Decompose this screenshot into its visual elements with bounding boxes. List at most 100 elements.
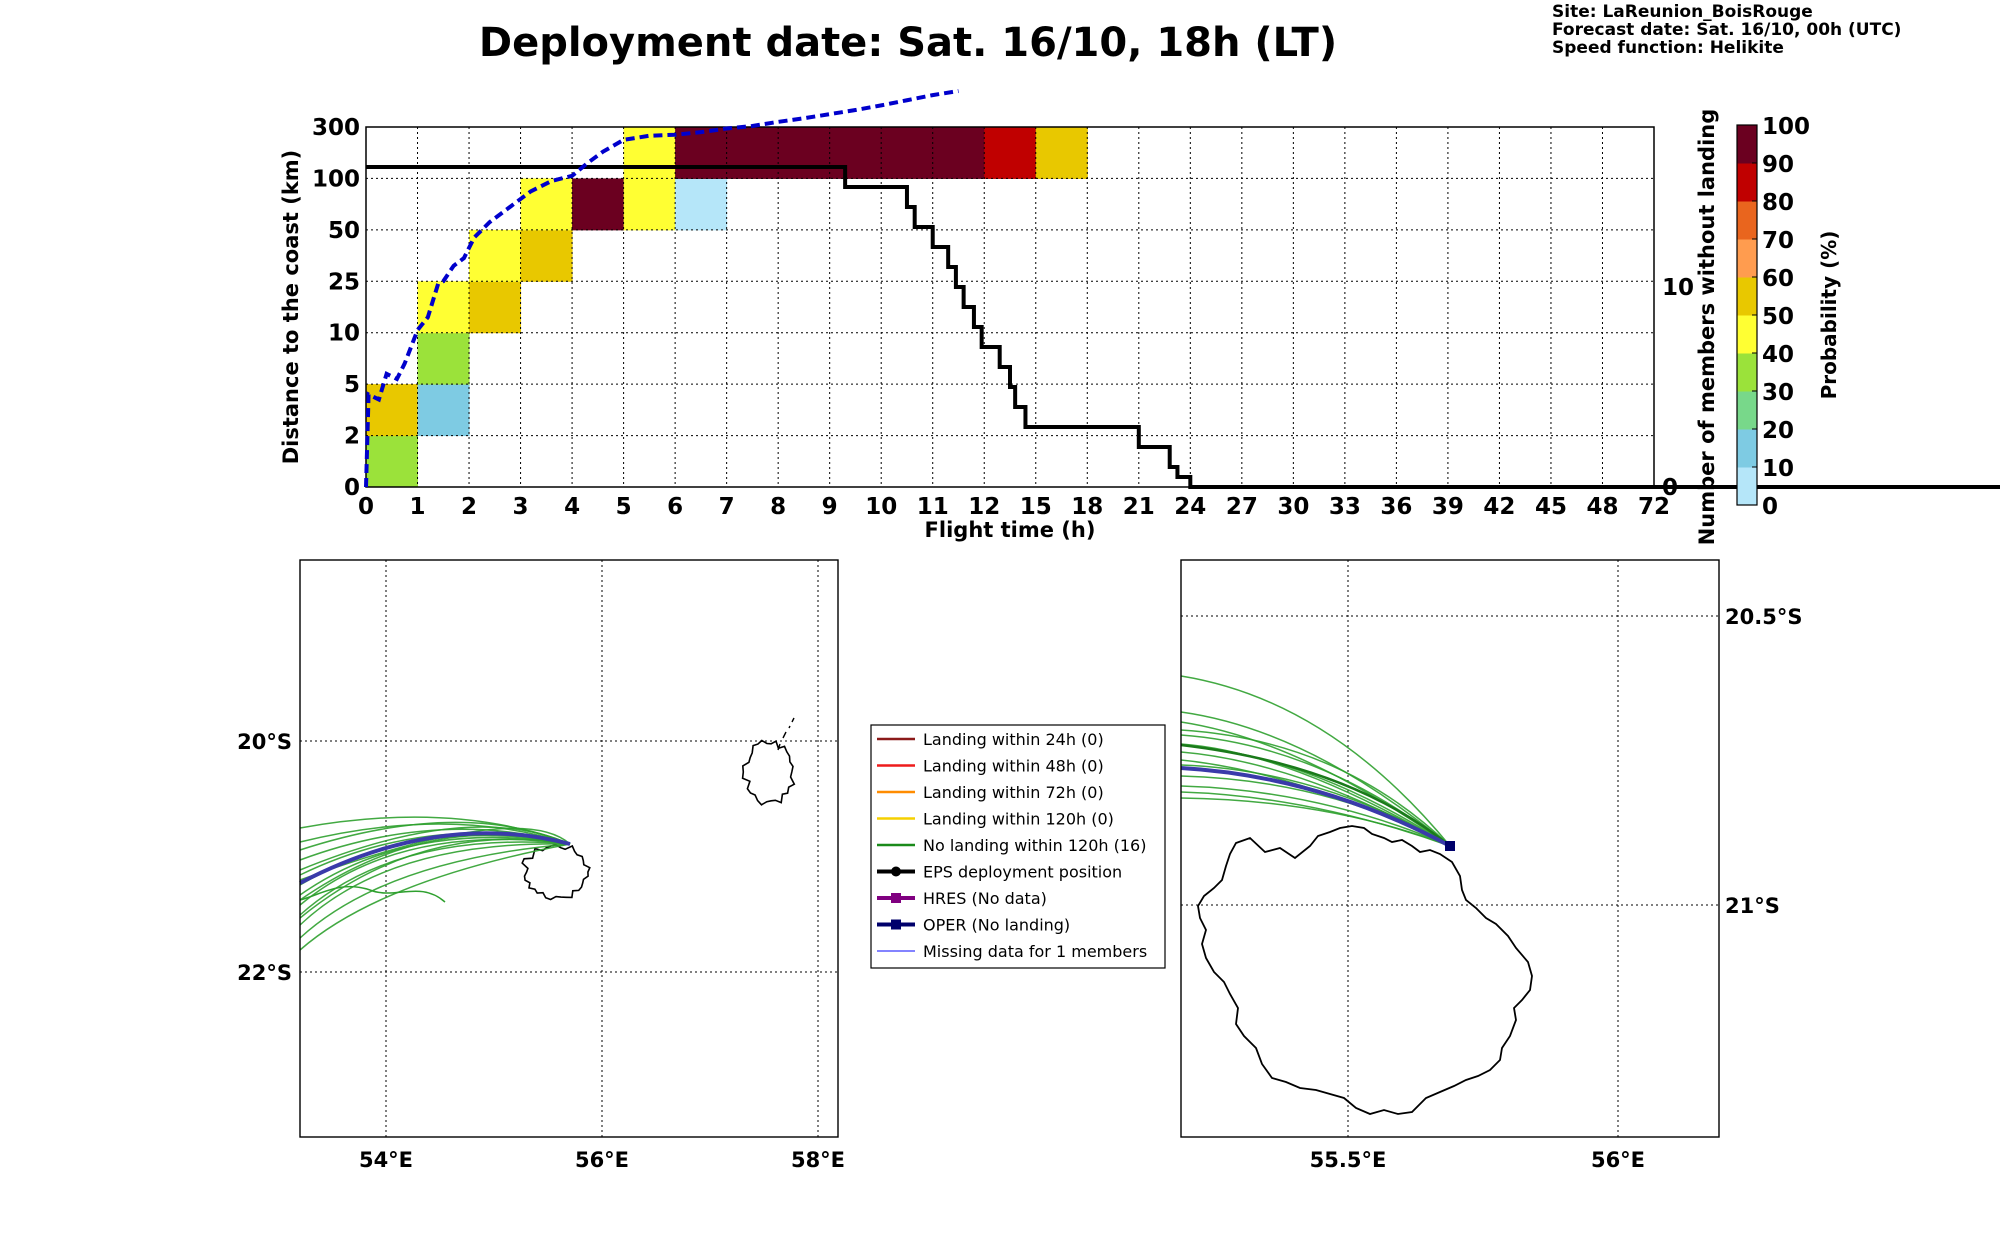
x-tick-label: 18: [1071, 494, 1103, 520]
member-trajectory: [1180, 743, 1451, 847]
legend-label: Landing within 120h (0): [923, 810, 1114, 829]
member-trajectory: [299, 827, 571, 881]
lat-tick-label: 20°S: [237, 730, 292, 754]
x-tick-label: 6: [667, 494, 683, 520]
x-tick-label: 4: [564, 494, 580, 520]
heatmap-cell: [1035, 127, 1088, 179]
colorbar-segment: [1737, 391, 1757, 430]
legend-box: [870, 724, 1166, 969]
map-frame: [1180, 559, 1720, 1138]
x-tick-label: 12: [968, 494, 1000, 520]
legend-marker: [891, 866, 901, 877]
heatmap-cell: [366, 384, 419, 437]
heatmap-cell: [829, 127, 882, 179]
x-tick-label: 24: [1174, 494, 1206, 520]
legend-marker: [891, 919, 901, 930]
x-tick-label: 36: [1380, 494, 1412, 520]
y2-tick-label: 10: [1662, 275, 1694, 301]
colorbar-tick-label: 40: [1762, 342, 1794, 368]
heatmap-cell: [469, 281, 522, 334]
x-tick-label: 27: [1226, 494, 1258, 520]
member-trajectory: [1180, 797, 1451, 847]
heatmap-cell: [984, 127, 1037, 179]
lon-tick-label: 56°E: [1591, 1148, 1645, 1172]
y-tick-label: 10: [328, 321, 360, 347]
y-tick-label: 5: [344, 372, 360, 398]
x-tick-label: 10: [865, 494, 897, 520]
map-panel-right: 55.5°E 56°E 20.5°S 21°S: [1180, 559, 1802, 1172]
lon-tick-label: 58°E: [791, 1148, 845, 1172]
x-tick-label: 11: [917, 494, 949, 520]
member-trajectory: [299, 823, 571, 845]
island-outline: [777, 717, 795, 751]
y2-tick-label: 0: [1662, 475, 1678, 501]
colorbar-tick-label: 30: [1762, 380, 1794, 406]
map-frame: [299, 559, 839, 1138]
colorbar-tick-label: 90: [1762, 152, 1794, 178]
heatmap-cell: [417, 384, 470, 437]
oper-position-marker: [1445, 841, 1455, 851]
heatmap-cell: [778, 127, 831, 179]
legend-label: OPER (No landing): [923, 916, 1070, 935]
heatmap-cell: [520, 178, 573, 231]
member-trajectory: [299, 826, 571, 871]
y-axis-label: Distance to the coast (km): [279, 150, 303, 465]
colorbar-tick-label: 0: [1762, 494, 1778, 520]
colorbar-segment: [1737, 277, 1757, 316]
colorbar-segment: [1737, 239, 1757, 278]
colorbar-tick-label: 70: [1762, 228, 1794, 254]
y-tick-label: 2: [344, 424, 360, 450]
island-outline: [741, 739, 796, 806]
x-axis-label: Flight time (h): [925, 518, 1096, 542]
heatmap-cell: [417, 332, 470, 385]
member-trajectory: [299, 843, 571, 926]
island-outline: [1197, 825, 1533, 1115]
colorbar: 0 10 20 30 40 50 60 70 80 90 100 Probability (%): [1736, 114, 1841, 520]
member-trajectory: [299, 838, 571, 919]
heatmap-cell: [726, 127, 779, 179]
colorbar-segment: [1737, 201, 1757, 240]
heatmap-cell: [366, 435, 419, 488]
lon-tick-label: 55.5°E: [1310, 1148, 1387, 1172]
member-trajectory: [1180, 711, 1451, 847]
x-tick-label: 1: [410, 494, 426, 520]
x-tick-label: 30: [1277, 494, 1309, 520]
heatmap-cell: [623, 127, 676, 179]
legend-label: Landing within 24h (0): [923, 730, 1104, 749]
member-trajectory: [1180, 764, 1451, 847]
colorbar-tick-label: 80: [1762, 190, 1794, 216]
x-tick-label: 0: [358, 494, 374, 520]
colorbar-tick-label: 60: [1762, 266, 1794, 292]
x-tick-label: 7: [719, 494, 735, 520]
y2-axis-label: Number of members without landing: [1695, 109, 1719, 546]
member-trajectory: [1180, 785, 1451, 847]
heatmap-cell: [469, 229, 522, 282]
legend-marker: [891, 893, 901, 903]
colorbar-segment: [1737, 125, 1757, 164]
site-info-line: Speed function: Helikite: [1552, 38, 1784, 58]
members-without-landing-line: [366, 165, 2000, 489]
x-tick-label: 45: [1535, 494, 1567, 520]
legend-label: No landing within 120h (16): [923, 836, 1146, 855]
heatmap-cell: [675, 178, 728, 231]
lat-tick-label: 20.5°S: [1725, 605, 1802, 629]
heatmap-cell: [572, 178, 625, 231]
colorbar-tick-label: 20: [1762, 418, 1794, 444]
x-tick-label: 8: [770, 494, 786, 520]
map-panel-left: 54°E 56°E 58°E 20°S 22°S: [237, 559, 845, 1172]
y-tick-label: 25: [328, 269, 360, 295]
legend-label: EPS deployment position: [923, 863, 1122, 882]
site-info-line: Site: LaReunion_BoisRouge: [1552, 2, 1813, 22]
member-trajectory: [1180, 729, 1451, 847]
lat-tick-label: 21°S: [1725, 894, 1780, 918]
x-tick-label: 42: [1483, 494, 1515, 520]
x-tick-label: 2: [461, 494, 477, 520]
colorbar-segment: [1737, 315, 1757, 354]
member-trajectory: [1180, 743, 1451, 847]
chart-title: Deployment date: Sat. 16/10, 18h (LT): [479, 20, 1337, 66]
lon-tick-label: 54°E: [359, 1148, 413, 1172]
colorbar-segment: [1737, 353, 1757, 392]
x-tick-label: 3: [513, 494, 529, 520]
legend: Landing within 24h (0) Landing within 48h…: [870, 724, 1166, 969]
